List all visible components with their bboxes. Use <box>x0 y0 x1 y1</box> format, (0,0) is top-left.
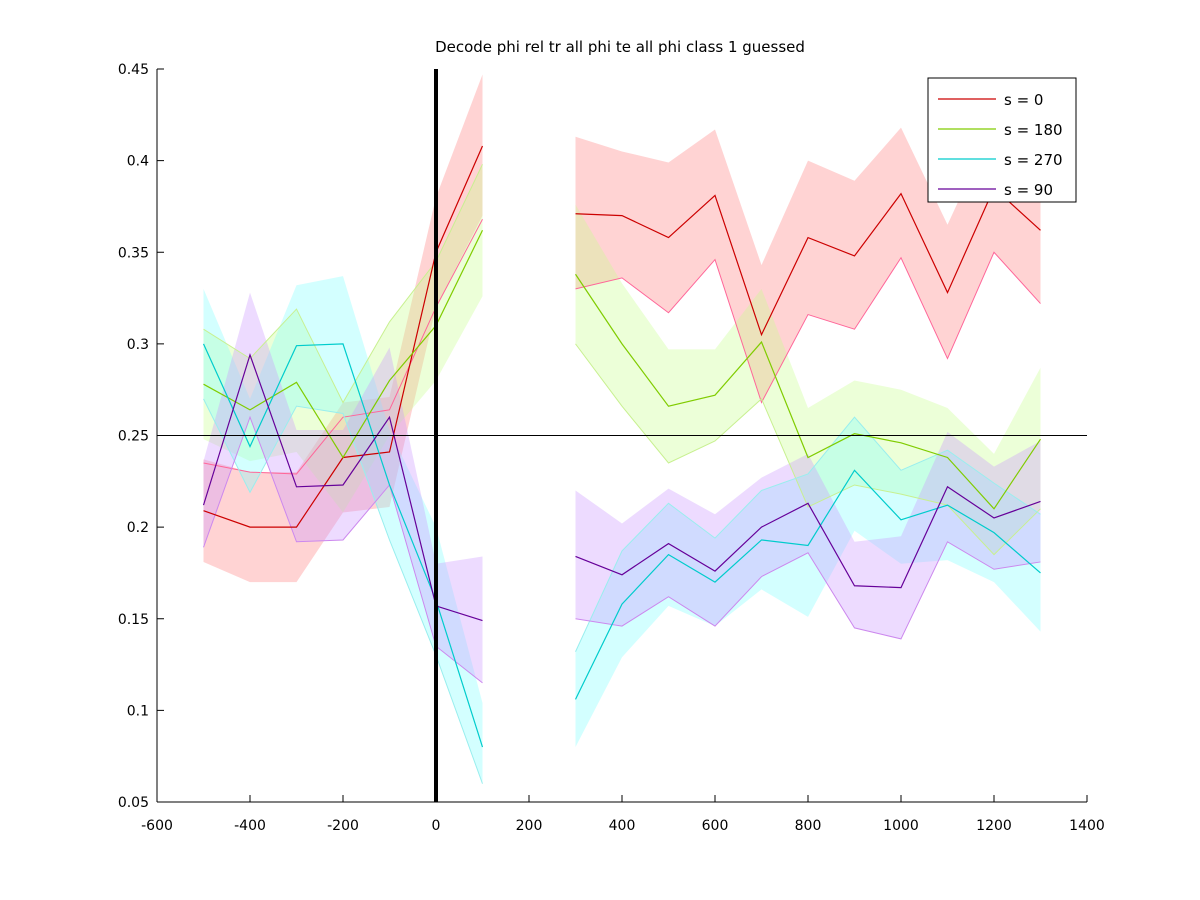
x-tick-label: 800 <box>795 818 822 834</box>
band-series-0-seg-1 <box>575 123 1041 403</box>
legend: s = 0 s = 180 s = 270 s = 90 <box>927 77 1077 203</box>
x-tick-label: 1200 <box>976 818 1012 834</box>
y-tick-label: 0.1 <box>127 703 149 719</box>
legend-box <box>927 77 1077 203</box>
y-tick-label: 0.05 <box>118 795 149 811</box>
y-tick-label: 0.25 <box>118 429 149 445</box>
legend-label: s = 180 <box>1004 121 1063 139</box>
x-tick-label: 1000 <box>883 818 919 834</box>
chart-title: Decode phi rel tr all phi te all phi cla… <box>435 38 805 56</box>
y-tick-label: 0.35 <box>118 245 149 261</box>
plot-area <box>157 69 1087 802</box>
x-tick-label: -600 <box>141 818 173 834</box>
x-tick-label: 400 <box>609 818 636 834</box>
x-tick-label: -400 <box>234 818 266 834</box>
band-series-3-seg-1 <box>575 431 1041 639</box>
x-tick-label: 1400 <box>1069 818 1105 834</box>
legend-label: s = 270 <box>1004 151 1063 169</box>
y-tick-label: 0.45 <box>118 62 149 78</box>
bound-trace-5 <box>575 416 1041 652</box>
bound-trace-3 <box>575 343 1041 556</box>
band-series-1-seg-0 <box>203 164 483 513</box>
series-line-0-seg-1 <box>575 187 1041 337</box>
y-tick-label: 0.15 <box>118 612 149 628</box>
y-tick-label: 0.3 <box>127 337 149 353</box>
series-line-3-seg-1 <box>575 485 1041 589</box>
series-line-1-seg-1 <box>575 273 1041 510</box>
band-series-3-seg-0 <box>203 292 483 683</box>
y-tick-label: 0.2 <box>127 520 149 536</box>
series-line-2-seg-1 <box>574 469 1041 700</box>
reference-lines <box>157 69 1087 802</box>
axes: -600 -400 -200 0 200 400 600 800 1000 1200 1400 0.0… <box>118 62 1105 834</box>
x-tick-label: -200 <box>327 818 359 834</box>
x-tick-label: 0 <box>432 818 441 834</box>
y-tick-label: 0.4 <box>127 154 149 170</box>
band-series-2-seg-0 <box>203 276 483 784</box>
bound-trace-7 <box>575 541 1041 640</box>
x-tick-label: 200 <box>516 818 543 834</box>
legend-label: s = 0 <box>1004 91 1043 109</box>
band-series-1-seg-1 <box>575 204 1041 555</box>
x-tick-label: 600 <box>702 818 729 834</box>
bound-trace-1 <box>575 251 1041 404</box>
legend-label: s = 90 <box>1004 181 1053 199</box>
